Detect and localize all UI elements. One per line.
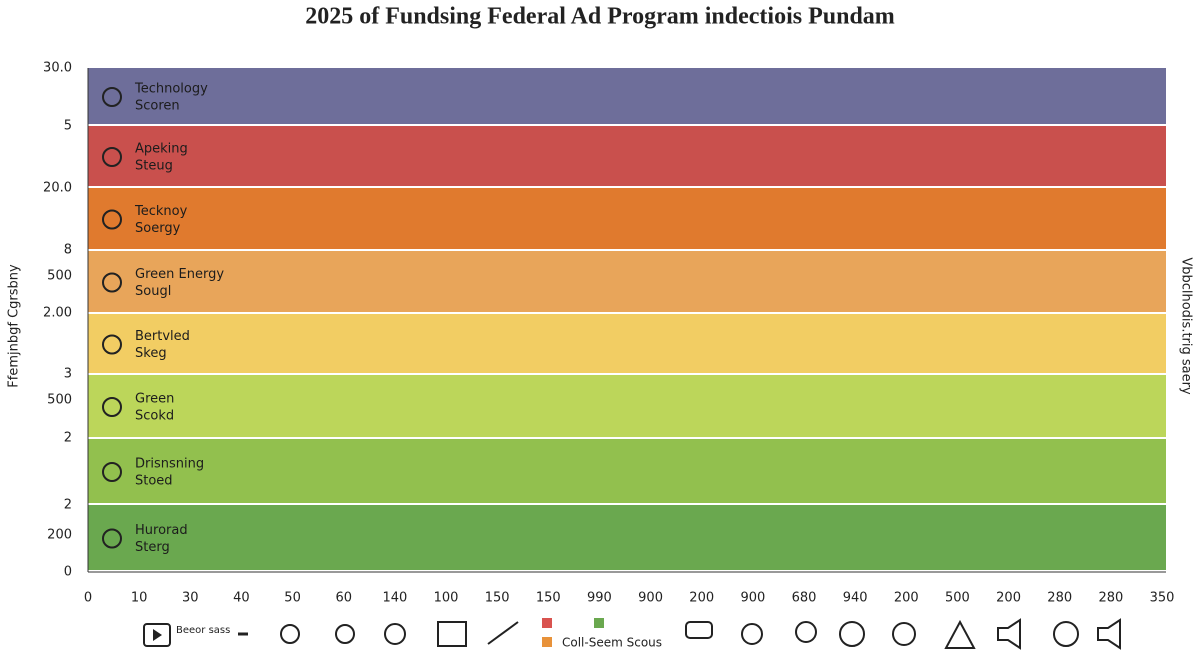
y-tick-label: 500 [47, 269, 72, 284]
band-label: Bertvled [135, 329, 190, 344]
x-tick-label: 900 [638, 591, 663, 606]
x-tick-label: 280 [1047, 591, 1072, 606]
y-tick-label: 5 [64, 119, 72, 134]
y-tick-label: 30.0 [43, 61, 72, 76]
band-label: Technology [134, 82, 208, 97]
x-tick-label: 350 [1150, 591, 1175, 606]
x-tick-label: 150 [536, 591, 561, 606]
y-tick-label: 0 [64, 565, 72, 580]
band-icon [102, 462, 122, 482]
band-icon [102, 334, 122, 355]
band-icon [102, 397, 122, 417]
band-label: Scokd [135, 409, 174, 424]
band-icon [102, 209, 122, 230]
band-label: Green Energy [135, 267, 224, 282]
right-axis-title: Vbbclhodis.trig saery [1179, 257, 1194, 395]
x-tick-label: 200 [996, 591, 1021, 606]
band [88, 314, 1166, 373]
band-icon [102, 272, 122, 293]
band-label: Hurorad [135, 523, 188, 538]
band-label: Sterg [135, 540, 170, 555]
band-label: Green [135, 392, 174, 407]
band [88, 439, 1166, 503]
band [88, 251, 1166, 312]
title: 2025 of Fundsing Federal Ad Program inde… [305, 4, 895, 30]
x-tick-label: 40 [233, 591, 250, 606]
y-tick-label: 500 [47, 393, 72, 408]
y-tick-label: 20.0 [43, 181, 72, 196]
band-label: Scoren [135, 99, 180, 114]
x-tick-label: 940 [843, 591, 868, 606]
band-icon [102, 87, 122, 107]
y-tick-label: 2 [64, 431, 72, 446]
x-tick-label: 140 [382, 591, 407, 606]
legend-item: Coll-Seem Scous [562, 636, 662, 650]
x-tick-label: 680 [792, 591, 817, 606]
x-tick-label: 50 [284, 591, 301, 606]
band-label: Drisnsning [135, 457, 204, 472]
y-tick-label: 8 [64, 243, 72, 258]
band [88, 505, 1166, 570]
band-label: Tecknoy [134, 204, 188, 219]
x-tick-label: 0 [84, 591, 92, 606]
y-tick-label: 200 [47, 528, 72, 543]
legend-item: Beeor sass [176, 625, 230, 636]
x-tick-label: 900 [740, 591, 765, 606]
band-label: Apeking [135, 142, 188, 157]
y-tick-label: 3 [64, 367, 72, 382]
band-label: Skeg [135, 346, 167, 361]
x-tick-label: 280 [1098, 591, 1123, 606]
band [88, 188, 1166, 249]
x-tick-label: 150 [485, 591, 510, 606]
band [88, 126, 1166, 186]
y-tick-label: 2 [64, 498, 72, 513]
x-tick-label: 990 [587, 591, 612, 606]
left-axis-title: Ffemjnbgf Cgrsbny [7, 264, 22, 388]
bottom-icons: Beeor sass Coll-Seem Scous [143, 618, 1121, 650]
band-icon [102, 147, 122, 167]
x-tick-label: 200 [894, 591, 919, 606]
band [88, 68, 1166, 124]
band-label: Steug [135, 159, 173, 174]
band-label: Soergy [135, 221, 181, 236]
x-tick-label: 200 [689, 591, 714, 606]
x-tick-label: 500 [945, 591, 970, 606]
y-tick-label: 2.00 [43, 306, 72, 321]
x-tick-label: 100 [434, 591, 459, 606]
band-icon [102, 528, 122, 549]
x-tick-label: 60 [335, 591, 352, 606]
x-tick-label: 10 [131, 591, 148, 606]
band-label: Sougl [135, 284, 171, 299]
band [88, 375, 1166, 437]
band-label: Stoed [135, 474, 173, 489]
x-tick-label: 30 [182, 591, 199, 606]
